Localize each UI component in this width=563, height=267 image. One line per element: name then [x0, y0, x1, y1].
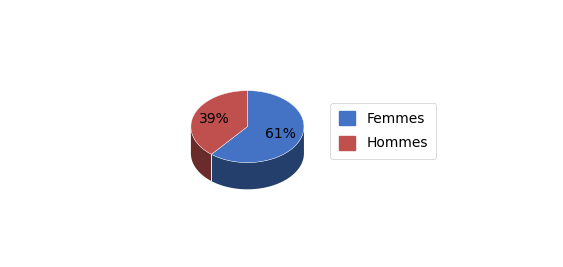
Polygon shape	[191, 91, 247, 154]
Text: 39%: 39%	[199, 112, 230, 126]
Polygon shape	[211, 127, 304, 189]
Polygon shape	[191, 127, 211, 181]
Polygon shape	[211, 91, 304, 163]
Legend: Femmes, Hommes: Femmes, Hommes	[330, 103, 436, 159]
Text: 61%: 61%	[265, 127, 296, 141]
